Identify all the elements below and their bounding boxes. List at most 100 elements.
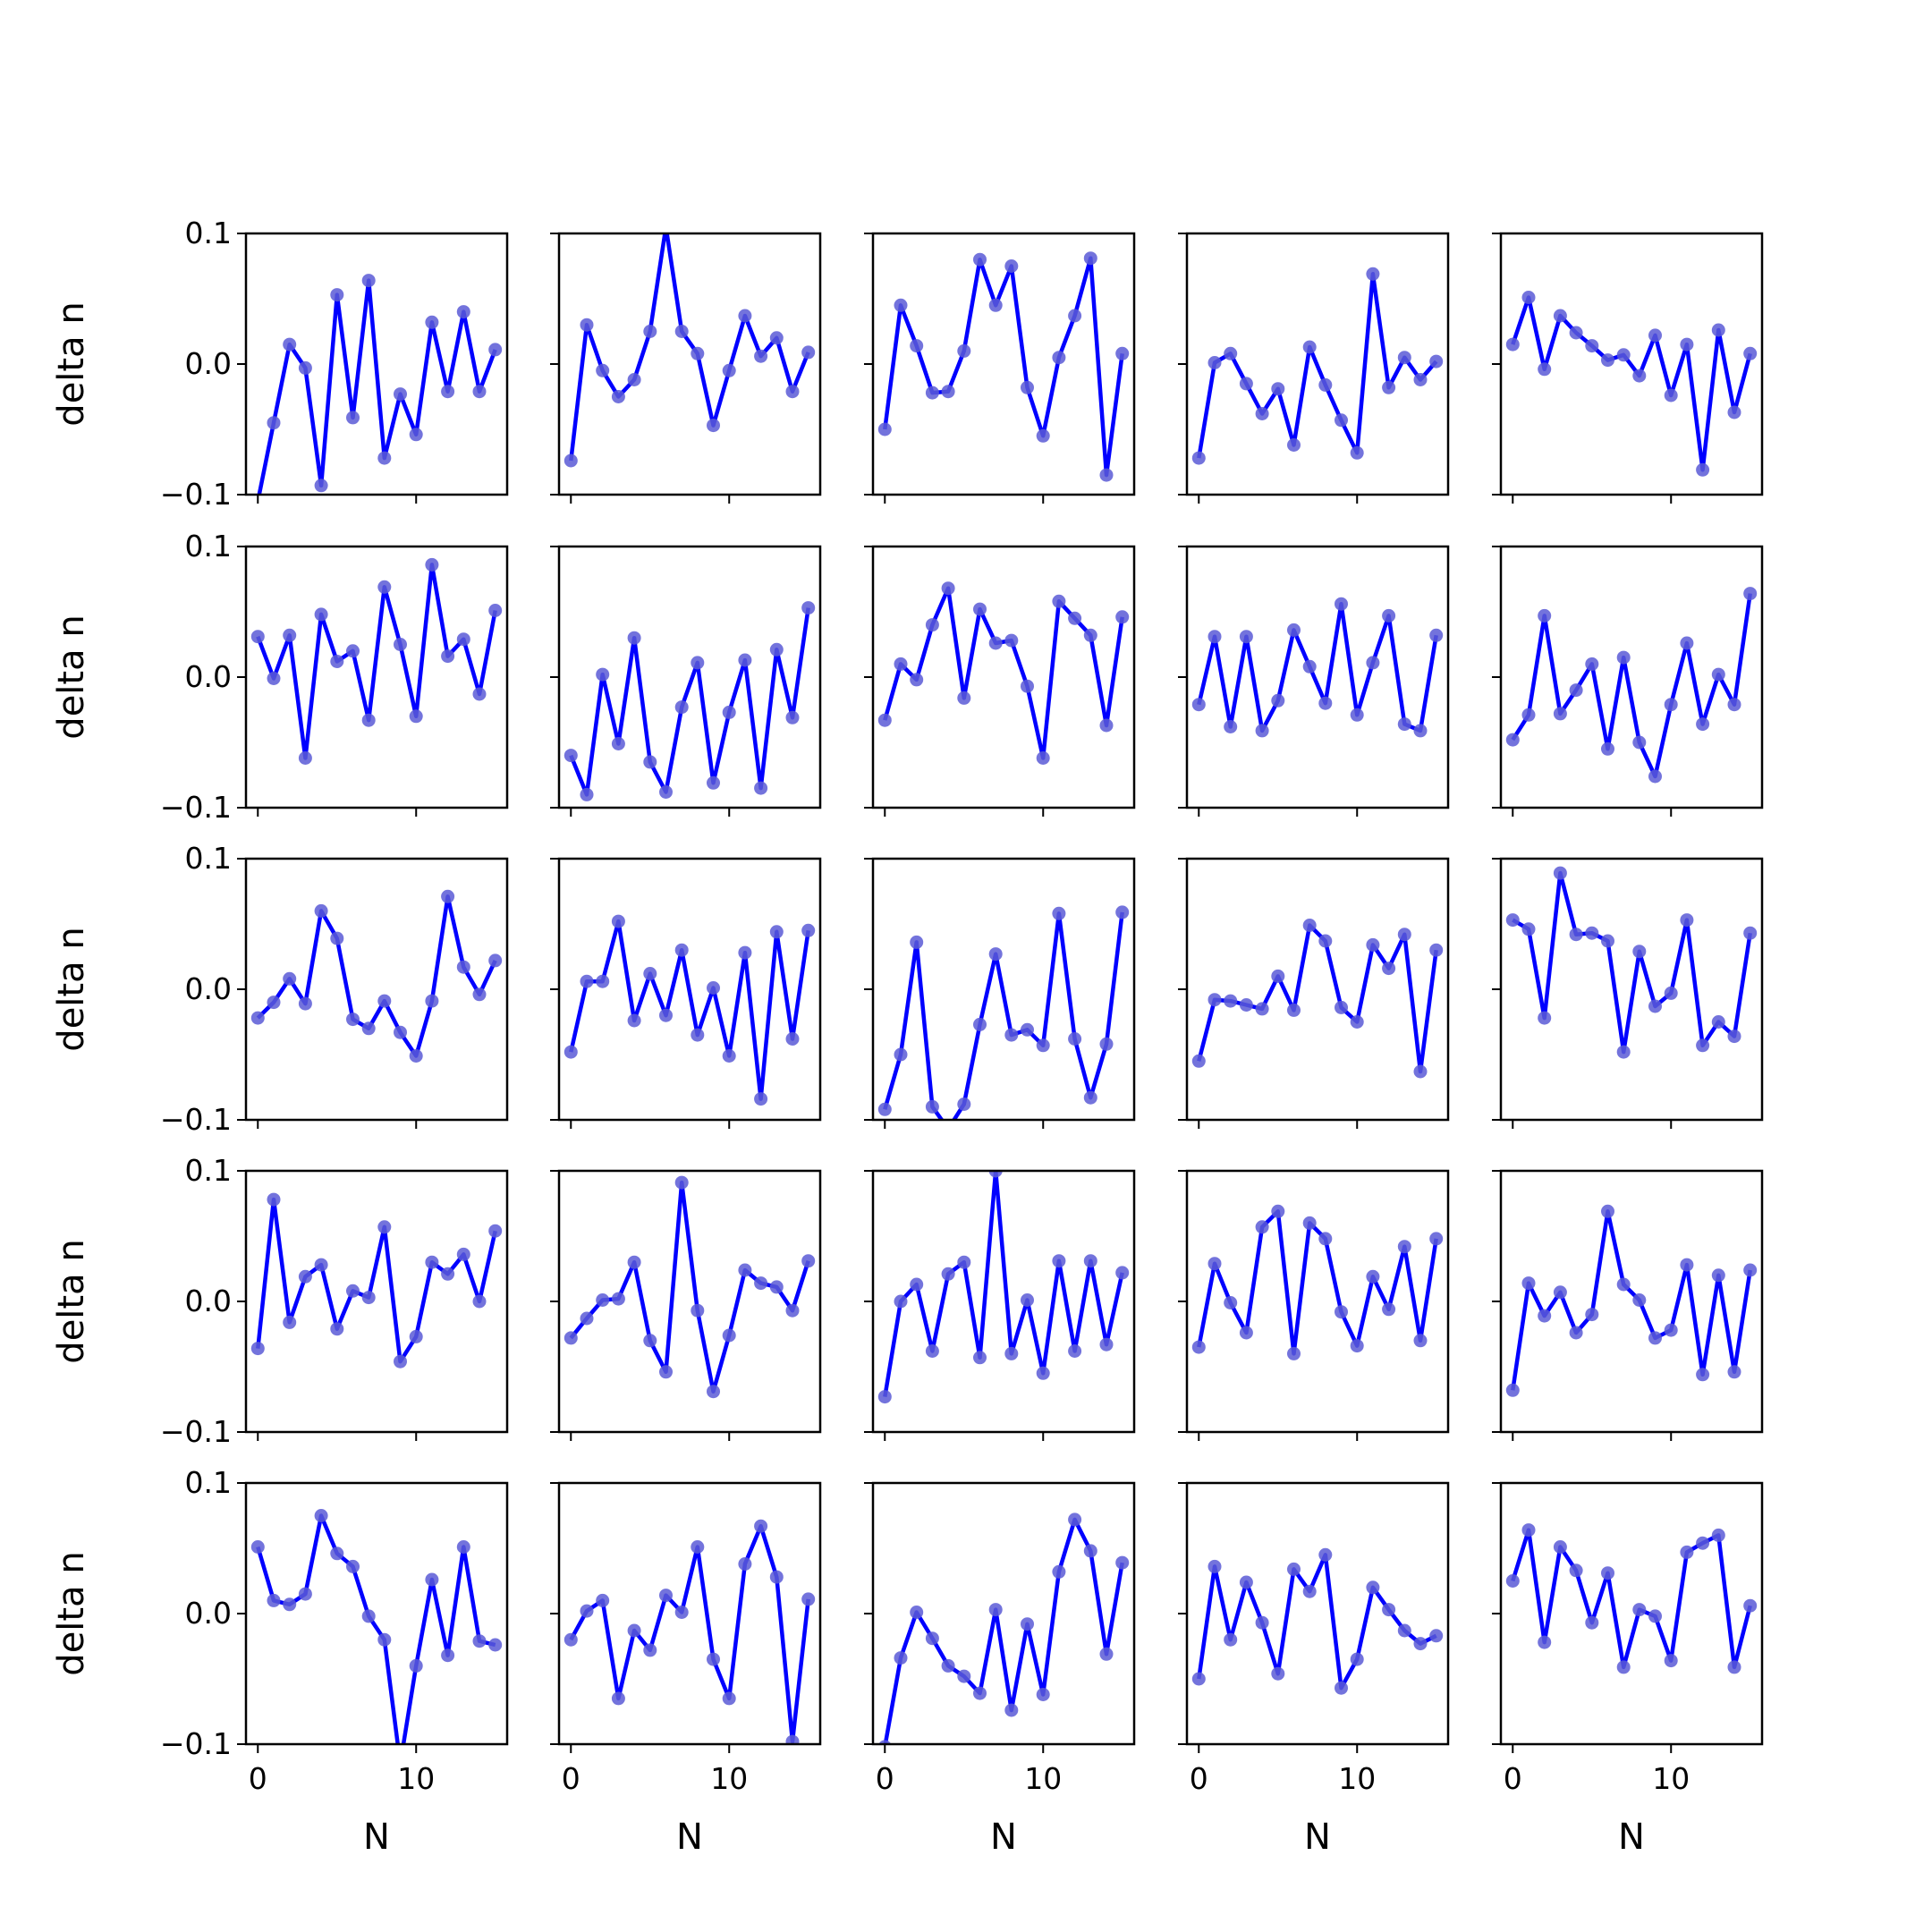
y-axis-label: delta n	[51, 927, 92, 1051]
data-point	[910, 935, 924, 949]
data-point	[1335, 597, 1348, 611]
data-point	[394, 1354, 407, 1368]
data-point	[877, 1390, 892, 1404]
subplot-r4-c2	[550, 1169, 822, 1441]
data-point	[1036, 428, 1050, 443]
data-point	[472, 1294, 487, 1309]
data-point	[1585, 339, 1599, 353]
plot-area	[873, 233, 1134, 495]
data-point	[1191, 1672, 1206, 1686]
data-point	[957, 1669, 971, 1683]
plot-area	[559, 1483, 820, 1744]
data-point	[1318, 696, 1333, 710]
data-point	[1335, 1681, 1348, 1695]
series-line	[1197, 923, 1438, 1074]
data-point	[1648, 328, 1662, 343]
data-point	[267, 672, 281, 685]
series-line	[883, 1517, 1124, 1744]
data-point	[1743, 1263, 1758, 1277]
subplot-r3-c4	[1178, 857, 1450, 1129]
data-point	[627, 373, 641, 386]
series-line	[569, 919, 810, 1101]
data-point	[754, 781, 768, 795]
data-series	[1505, 1204, 1758, 1397]
plot-area	[873, 1171, 1134, 1432]
data-point	[1413, 1637, 1428, 1651]
subplot-r1-c2	[550, 232, 822, 504]
data-point	[1382, 608, 1396, 623]
data-point	[425, 994, 439, 1008]
x-axis-label: N	[363, 1817, 390, 1858]
data-point	[925, 386, 939, 400]
data-point	[1397, 1240, 1411, 1254]
data-point	[1052, 351, 1066, 365]
series-line	[256, 1197, 497, 1364]
data-point	[1191, 1054, 1206, 1068]
data-point	[267, 996, 281, 1010]
data-point	[441, 385, 455, 399]
data-point	[1743, 926, 1758, 940]
data-point	[1208, 356, 1222, 369]
data-point	[1224, 1296, 1238, 1309]
data-point	[1335, 1000, 1348, 1014]
data-point	[707, 981, 720, 995]
data-point	[1632, 945, 1647, 959]
subplot-r5-c3: 0 10N	[864, 1481, 1136, 1858]
data-point	[1648, 1331, 1662, 1345]
data-point	[1680, 913, 1694, 928]
data-point	[346, 1284, 360, 1298]
data-point	[1302, 340, 1317, 354]
y-tick-label: 0.0	[185, 1284, 232, 1318]
data-point	[1648, 999, 1662, 1013]
data-point	[1727, 1030, 1741, 1044]
data-point	[596, 1293, 610, 1307]
data-point	[1004, 633, 1019, 648]
data-point	[1271, 382, 1285, 396]
data-point	[691, 1303, 705, 1318]
data-point	[1505, 1574, 1520, 1588]
data-point	[1224, 1632, 1238, 1647]
data-series	[1191, 919, 1444, 1079]
data-point	[1711, 1015, 1725, 1029]
data-point	[1505, 913, 1520, 928]
data-point	[1601, 934, 1614, 948]
data-point	[973, 252, 987, 267]
data-point	[1099, 718, 1114, 733]
data-point	[250, 1540, 265, 1554]
data-point	[1569, 928, 1583, 942]
data-point	[988, 298, 1003, 312]
data-point	[1255, 1615, 1269, 1630]
data-point	[1052, 1564, 1066, 1579]
x-tick-label: 10	[710, 1761, 748, 1796]
data-point	[298, 996, 312, 1011]
data-point	[1224, 720, 1238, 733]
data-point	[769, 1570, 784, 1584]
y-tick-label: 0.0	[185, 659, 232, 694]
data-point	[1099, 1337, 1114, 1352]
data-point	[894, 1047, 908, 1062]
data-point	[472, 385, 487, 399]
data-point	[894, 298, 908, 312]
data-point	[1616, 1045, 1631, 1059]
data-point	[488, 1638, 503, 1652]
y-axis-label: delta n	[51, 1239, 92, 1363]
data-point	[1239, 1575, 1253, 1589]
data-point	[250, 1342, 265, 1356]
data-point	[1083, 251, 1097, 266]
data-point	[1680, 636, 1694, 650]
data-point	[1255, 724, 1269, 738]
data-point	[611, 914, 625, 928]
data-point	[456, 1540, 470, 1554]
data-series	[1191, 597, 1444, 738]
data-point	[769, 331, 784, 345]
data-point	[769, 1280, 784, 1294]
data-point	[330, 655, 344, 668]
data-point	[283, 971, 297, 986]
series-line	[257, 278, 497, 495]
data-point	[1601, 1566, 1614, 1580]
data-point	[925, 1099, 939, 1114]
data-point	[1115, 1266, 1130, 1280]
subplot-r2-c2	[550, 545, 822, 817]
data-point	[1115, 905, 1130, 919]
subplot-r4-c5	[1492, 1169, 1764, 1441]
